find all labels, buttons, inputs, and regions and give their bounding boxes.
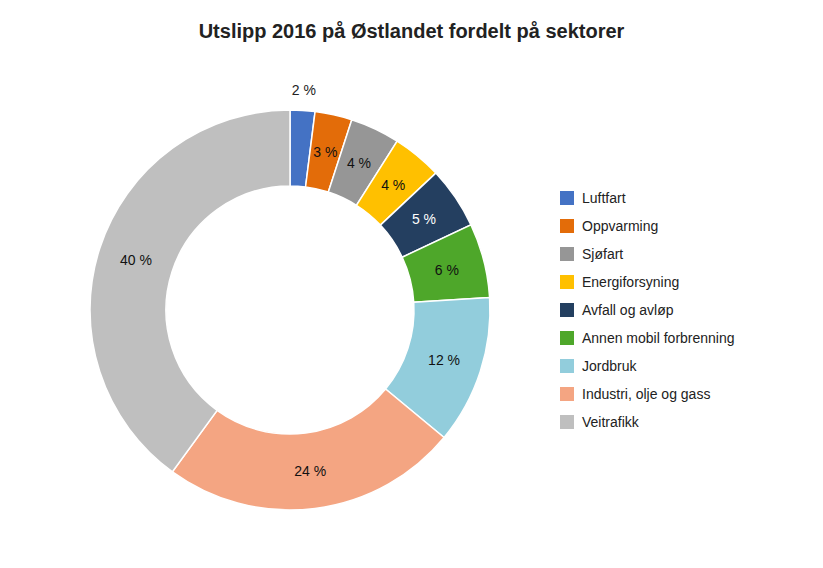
data-label: 12 % [428, 352, 460, 368]
legend-swatch [560, 275, 574, 289]
chart-container: Utslipp 2016 på Østlandet fordelt på sek… [0, 0, 823, 568]
legend-label: Avfall og avløp [582, 302, 674, 318]
data-label: 3 % [313, 144, 337, 160]
legend-swatch [560, 247, 574, 261]
legend-label: Industri, olje og gass [582, 386, 710, 402]
data-label: 4 % [347, 155, 371, 171]
legend-swatch [560, 191, 574, 205]
legend-label: Veitrafikk [582, 414, 640, 430]
legend-swatch [560, 359, 574, 373]
legend-label: Sjøfart [582, 246, 623, 262]
legend-label: Energiforsyning [582, 274, 679, 290]
data-label: 5 % [412, 211, 436, 227]
legend-label: Luftfart [582, 190, 626, 206]
data-label: 2 % [292, 82, 316, 98]
legend-swatch [560, 219, 574, 233]
data-label: 40 % [120, 252, 152, 268]
data-label: 24 % [294, 463, 326, 479]
legend-label: Jordbruk [582, 358, 637, 374]
legend-swatch [560, 415, 574, 429]
slices [90, 110, 490, 510]
legend: Luftfart Oppvarming Sjøfart Energiforsyning… [560, 190, 735, 430]
legend-label: Oppvarming [582, 218, 658, 234]
slice [402, 225, 489, 302]
data-labels: 2 % 3 % 4 % 4 % 5 % 6 % 12 % 24 % 40 % [120, 82, 460, 478]
legend-swatch [560, 387, 574, 401]
chart-title: Utslipp 2016 på Østlandet fordelt på sek… [199, 20, 625, 42]
slice [90, 110, 290, 472]
legend-label: Annen mobil forbrenning [582, 330, 735, 346]
data-label: 6 % [435, 262, 459, 278]
chart-svg: Utslipp 2016 på Østlandet fordelt på sek… [0, 0, 823, 568]
data-label: 4 % [381, 177, 405, 193]
legend-swatch [560, 331, 574, 345]
legend-swatch [560, 303, 574, 317]
